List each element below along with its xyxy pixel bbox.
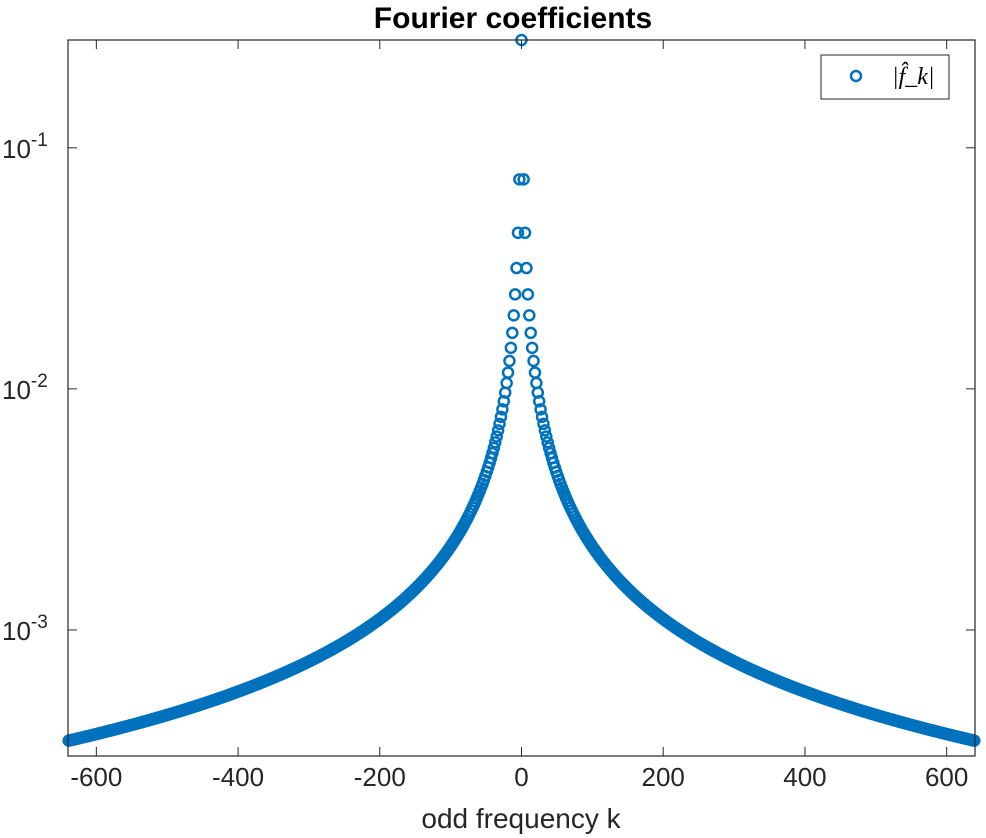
x-tick-label: 400 bbox=[783, 762, 826, 792]
data-point bbox=[525, 341, 539, 355]
data-point bbox=[540, 430, 553, 443]
data-point bbox=[504, 341, 518, 355]
data-point bbox=[541, 436, 554, 449]
legend-label: |f̂_k| bbox=[892, 62, 935, 90]
data-point bbox=[968, 734, 981, 747]
data-point bbox=[494, 410, 508, 424]
data-point bbox=[527, 354, 540, 368]
x-tick-label: 200 bbox=[642, 762, 685, 792]
data-point bbox=[537, 417, 550, 431]
data-point bbox=[501, 366, 515, 379]
data-point bbox=[489, 436, 502, 449]
data-point bbox=[521, 288, 535, 301]
data-point bbox=[513, 173, 526, 186]
data-point bbox=[507, 309, 520, 322]
data-point bbox=[538, 424, 552, 437]
data-point bbox=[503, 354, 516, 368]
data-point bbox=[487, 441, 501, 455]
data-point bbox=[535, 410, 549, 424]
legend-marker-icon bbox=[849, 69, 863, 83]
data-point bbox=[490, 430, 503, 443]
x-tick-label: -600 bbox=[70, 762, 122, 792]
y-axis-ticks: 10-1 10-2 10-3 bbox=[2, 130, 975, 646]
data-point bbox=[511, 226, 525, 240]
data-points bbox=[62, 33, 981, 747]
data-point bbox=[534, 403, 547, 416]
data-point bbox=[517, 173, 530, 186]
data-point bbox=[486, 446, 499, 460]
x-axis-title: odd frequency k bbox=[421, 803, 621, 834]
x-axis-ticks: -600 -400 -200 0 200 400 600 bbox=[70, 40, 968, 792]
data-point bbox=[508, 288, 522, 301]
data-point bbox=[532, 395, 546, 408]
y-tick-label: 10-1 bbox=[2, 130, 48, 164]
y-tick-label: 10-2 bbox=[2, 371, 48, 405]
data-point bbox=[493, 417, 506, 431]
x-tick-label: 600 bbox=[925, 762, 968, 792]
data-point bbox=[496, 403, 509, 416]
x-tick-label: -200 bbox=[354, 762, 406, 792]
legend[interactable]: |f̂_k| bbox=[820, 54, 950, 100]
chart-title: Fourier coefficients bbox=[374, 2, 652, 35]
data-point bbox=[523, 309, 536, 322]
y-tick-label: 10-3 bbox=[2, 612, 48, 646]
legend-box bbox=[820, 54, 950, 100]
data-point bbox=[506, 326, 519, 340]
x-tick-label: -400 bbox=[212, 762, 264, 792]
data-point bbox=[520, 261, 533, 275]
data-point bbox=[524, 326, 537, 340]
data-point bbox=[491, 424, 505, 437]
x-tick-label: 0 bbox=[514, 762, 528, 792]
data-point bbox=[518, 226, 532, 240]
